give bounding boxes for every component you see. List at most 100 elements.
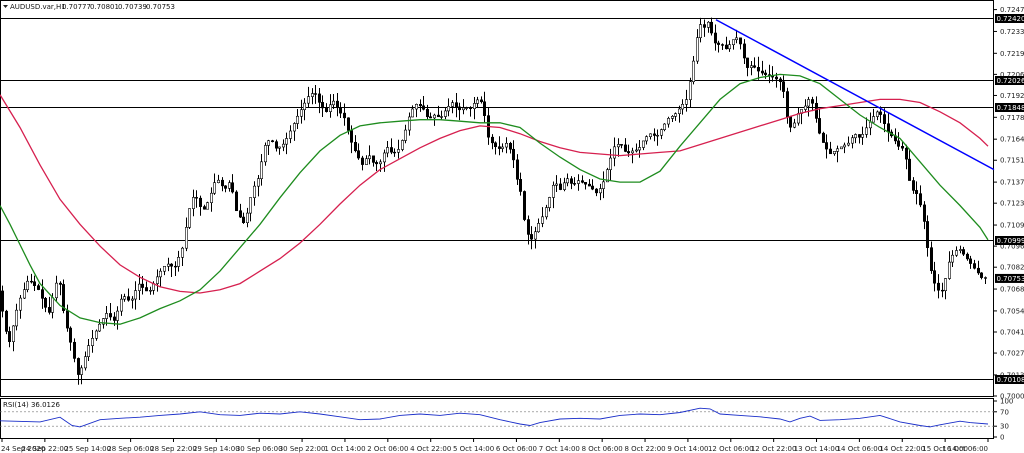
candle-body [116, 310, 120, 321]
time-tick-label: 8 Oct 22:00 [624, 445, 665, 453]
time-tick-label: 5 Oct 14:00 [453, 445, 494, 453]
candle-body [400, 140, 404, 150]
time-tick-label: 6 Oct 06:00 [496, 445, 537, 453]
candle-body [515, 159, 519, 180]
candle-body [976, 267, 980, 274]
candle-body [914, 190, 918, 194]
candle-body [490, 136, 494, 144]
candle-body [338, 107, 342, 114]
ohlc-low: 0.70739 [118, 3, 147, 11]
candle-body [389, 147, 393, 153]
candle-body [871, 116, 875, 123]
candle-body [781, 81, 785, 92]
price-tick-label: 0.71785 [1000, 114, 1024, 122]
candle-body [50, 297, 54, 313]
candle-body [407, 116, 411, 131]
time-tick-label: 12 Oct 06:00 [708, 445, 754, 453]
candle-body [943, 278, 947, 291]
trendline[interactable] [715, 19, 995, 171]
time-tick-label: 13 Oct 14:00 [794, 445, 840, 453]
rsi-line [0, 407, 989, 428]
candle-body [950, 254, 954, 263]
current-price: 0.70753 [995, 273, 1024, 283]
candle-body [832, 151, 836, 155]
time-tick-label: 9 Oct 14:00 [667, 445, 708, 453]
candle-body [583, 182, 587, 185]
candle-body [904, 147, 908, 160]
ohlc-close: 0.70753 [146, 3, 175, 11]
blue-trendline[interactable] [715, 19, 995, 171]
level-label: 0.72026 [997, 77, 1024, 85]
candle-body [457, 106, 461, 111]
candle-body [806, 99, 810, 107]
candle-body [500, 146, 504, 149]
candle-body [371, 155, 375, 163]
candle-body [554, 183, 558, 186]
level-label: 0.70999 [997, 237, 1024, 245]
candle-body [266, 140, 270, 146]
candle-body [177, 257, 181, 267]
candle-body [360, 157, 364, 165]
candle-body [864, 127, 868, 135]
candle-body [475, 99, 479, 104]
time-tick-label: 24 Sep 2020 [1, 445, 45, 453]
candle-body [32, 281, 36, 286]
candle-body [846, 142, 850, 146]
candle-body [54, 282, 58, 299]
candle-body [170, 263, 174, 267]
candle-body [5, 310, 9, 332]
candle-body [224, 185, 228, 189]
candle-body [443, 110, 447, 117]
rsi-tick-label: 100 [1000, 398, 1013, 406]
candle-body [156, 276, 160, 284]
candle-body [145, 287, 149, 292]
candle-body [882, 114, 886, 125]
candle-body [479, 99, 483, 103]
price-tick-label: 0.72475 [1000, 6, 1024, 14]
level-tag [995, 103, 1024, 112]
price-tick-label: 0.70825 [1000, 264, 1024, 272]
candle-body [760, 70, 764, 74]
candle-body [468, 107, 472, 109]
candle-body [428, 116, 432, 119]
candle-body [763, 72, 767, 75]
candle-body [551, 184, 555, 198]
candle-body [698, 24, 702, 38]
candle-body [206, 202, 210, 210]
candle-body [716, 42, 720, 45]
candle-body [803, 105, 807, 110]
candle-body [925, 221, 929, 248]
candle-body [824, 142, 828, 150]
candle-body [0, 290, 5, 312]
candle-body [666, 118, 670, 125]
candle-body [464, 107, 468, 109]
candle-body [213, 182, 217, 194]
candle-body [185, 227, 189, 249]
candle-body [810, 99, 814, 104]
candle-body [192, 197, 196, 209]
time-tick-label: 28 Sep 22:00 [150, 445, 197, 453]
candle-body [482, 101, 486, 116]
candle-body [188, 208, 192, 228]
candle-body [850, 137, 854, 144]
candle-body [61, 284, 65, 311]
rsi-tick-label: 30 [1000, 423, 1009, 431]
candle-body [565, 178, 569, 184]
candle-body [940, 289, 944, 292]
time-tick-label: 28 Sep 06:00 [107, 445, 154, 453]
candle-body [508, 142, 512, 150]
price-tick-label: 0.72335 [1000, 28, 1024, 36]
candle-body [533, 231, 537, 240]
candle-body [342, 112, 346, 119]
candle-body [231, 182, 235, 193]
candle-body [80, 367, 84, 375]
candle-body [655, 134, 659, 137]
candle-body [134, 290, 138, 300]
dropdown-triangle-icon[interactable] [3, 5, 8, 8]
level-label: 0.70108 [997, 376, 1024, 384]
